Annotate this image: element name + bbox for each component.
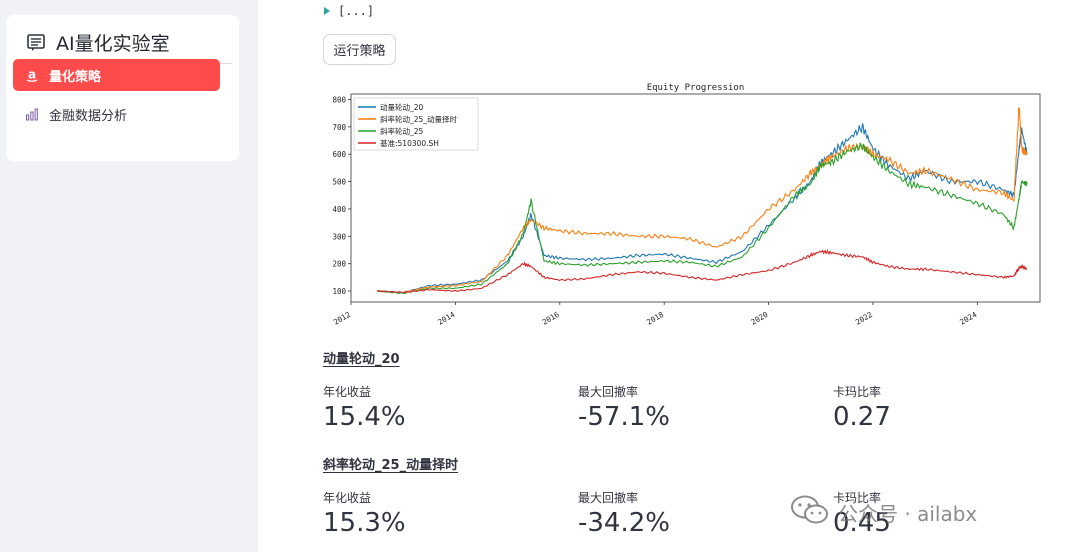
y-tick-label: 500 [332, 178, 346, 187]
x-tick-label: 2016 [541, 310, 562, 327]
sidebar-item-label: 量化策略 [49, 69, 102, 85]
metric-value: -57.1% [578, 402, 670, 432]
metric-value: 15.3% [323, 508, 406, 538]
bar-chart-icon [25, 107, 39, 121]
app-title: AI量化实验室 [56, 33, 170, 55]
notepad-icon [26, 33, 46, 53]
y-tick-label: 700 [332, 123, 346, 132]
y-tick-label: 400 [332, 205, 346, 214]
plot-frame [350, 93, 1041, 303]
series-line [376, 107, 1028, 294]
sidebar-item-label: 金融数据分析 [49, 108, 128, 124]
svg-text:a: a [28, 68, 36, 82]
y-tick-label: 600 [332, 150, 346, 159]
y-tick-label: 300 [332, 232, 346, 241]
legend-label: 动量轮动_20 [380, 102, 424, 112]
metric-label: 最大回撤率 [578, 385, 639, 399]
x-tick-label: 2012 [332, 310, 352, 327]
watermark-text: 公众号 · ailabx [838, 502, 978, 526]
watermark: 公众号 · ailabx [790, 494, 977, 531]
metric-value: -34.2% [578, 508, 670, 538]
y-tick-label: 100 [332, 287, 346, 296]
legend-label: 基准:510300.SH [380, 138, 439, 148]
sidebar-item-financial-analysis[interactable]: 金融数据分析 [13, 98, 220, 130]
legend-label: 斜率轮动_25_动量择时 [380, 114, 458, 124]
metric-label: 最大回撤率 [578, 491, 639, 505]
chart-title: Equity Progression [647, 83, 745, 93]
metric-value: 0.45 [833, 508, 891, 538]
main-content: [...] 运行策略 Equity Progression 100 200 300 40… [258, 0, 1080, 552]
y-tick-label: 800 [332, 95, 346, 104]
metric-label: 年化收益 [323, 385, 372, 399]
metric-label: 年化收益 [323, 491, 372, 505]
sidebar-item-quant-strategy[interactable]: a 量化策略 [13, 59, 220, 91]
series-line [376, 248, 1028, 294]
caret-right-icon[interactable] [324, 7, 330, 15]
equity-chart-svg: Equity Progression 100 200 300 400 500 600 700 8… [332, 83, 1041, 327]
strategy-title: 斜率轮动_25_动量择时 [323, 458, 459, 473]
wechat-icon [790, 494, 830, 531]
strategy-title: 动量轮动_20 [323, 352, 400, 367]
x-tick-label: 2022 [854, 310, 874, 327]
series-line [377, 123, 1028, 294]
sidebar: AI量化实验室 a 量化策略 金融数据分析 [0, 0, 258, 552]
run-strategy-button[interactable]: 运行策略 [323, 34, 396, 65]
metric-label: 卡玛比率 [833, 491, 882, 505]
series-line [377, 142, 1028, 294]
expander-text: [...] [338, 4, 375, 18]
y-tick-label: 200 [332, 260, 346, 269]
x-tick-label: 2024 [958, 310, 979, 327]
metric-value: 0.27 [833, 402, 891, 432]
x-tick-label: 2020 [749, 310, 770, 327]
app-header: AI量化实验室 [26, 29, 170, 56]
metric-label: 卡玛比率 [833, 385, 882, 399]
equity-chart: Equity Progression 100 200 300 400 500 600 700 8… [323, 78, 1048, 333]
legend-label: 斜率轮动_25 [380, 126, 424, 136]
x-tick-label: 2014 [436, 310, 457, 327]
a-logo-icon: a [25, 68, 39, 82]
json-expander[interactable]: [...] [324, 4, 374, 18]
x-tick-label: 2018 [645, 310, 666, 327]
metric-value: 15.4% [323, 402, 406, 432]
